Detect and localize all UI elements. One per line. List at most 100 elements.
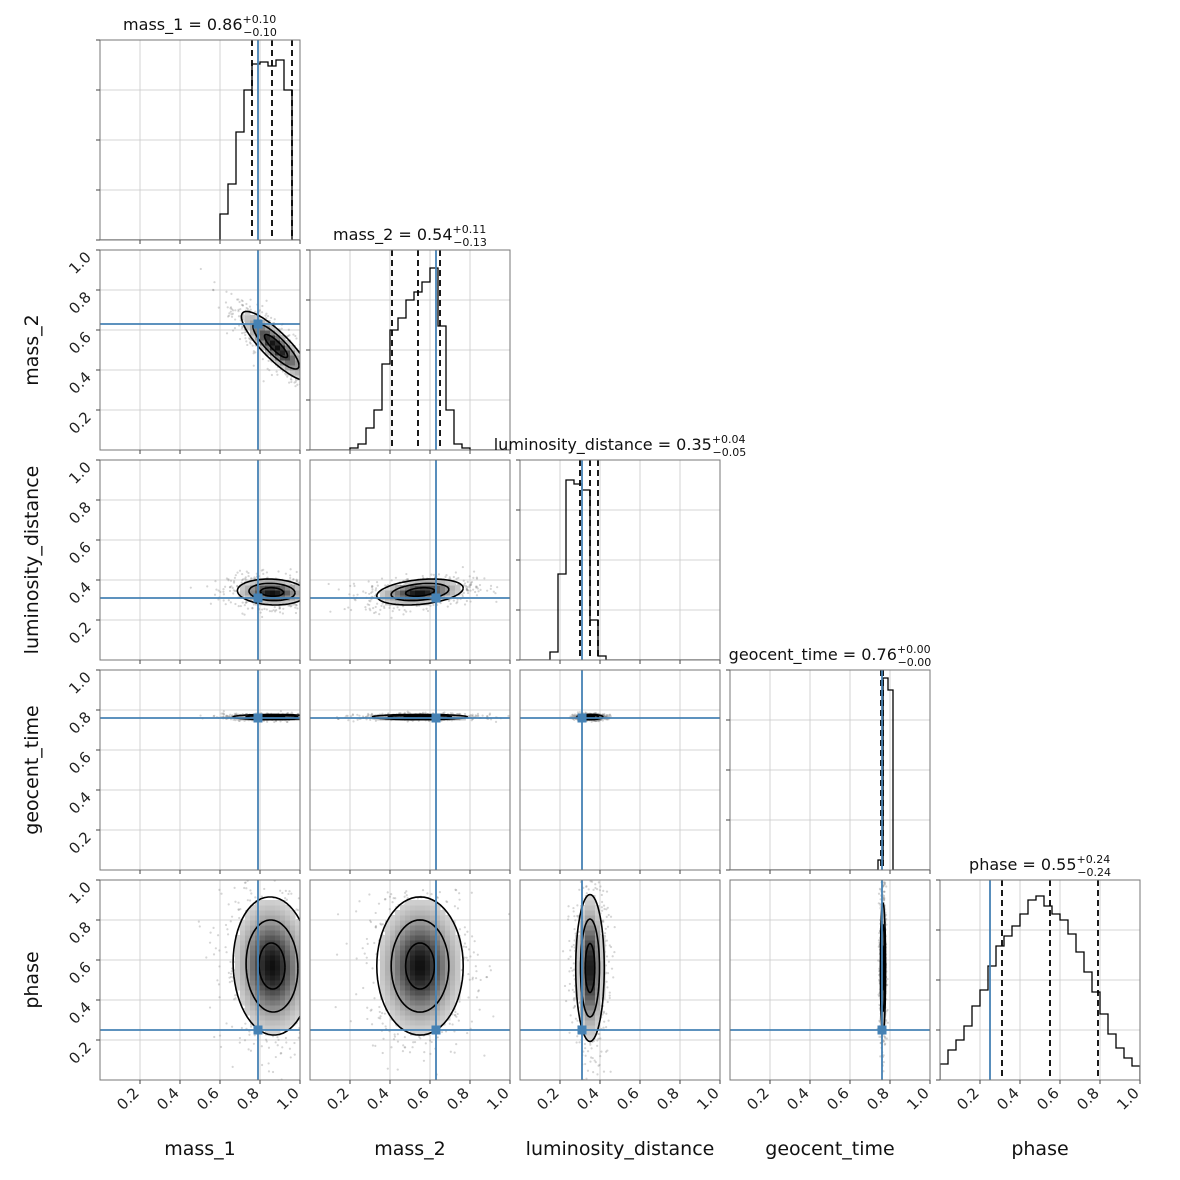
sample-point <box>332 715 334 717</box>
sample-point <box>228 715 231 718</box>
sample-point <box>304 714 306 716</box>
sample-point <box>260 1045 263 1048</box>
sample-point <box>287 328 290 331</box>
sample-point <box>375 587 378 590</box>
sample-point <box>225 714 229 718</box>
sample-point <box>602 713 605 716</box>
density-cell <box>260 580 266 586</box>
sample-point <box>305 714 307 716</box>
sample-point <box>461 595 464 598</box>
density-cell <box>450 585 456 591</box>
sample-point <box>249 298 252 301</box>
sample-point <box>302 718 304 720</box>
sample-point <box>457 576 460 580</box>
sample-point <box>273 318 276 321</box>
panel-content <box>100 670 334 870</box>
sample-point <box>217 306 220 309</box>
sample-point <box>305 930 307 932</box>
sample-point <box>232 718 235 721</box>
density-cell <box>270 600 276 606</box>
sample-point <box>322 957 324 959</box>
density-cell <box>390 585 396 591</box>
density-cell <box>455 590 461 596</box>
sample-point <box>466 591 470 595</box>
sample-point <box>305 581 307 583</box>
density-contour <box>240 310 300 381</box>
sample-point <box>238 300 241 304</box>
sample-point <box>303 716 305 718</box>
sample-point <box>312 376 314 378</box>
sample-point <box>265 299 268 302</box>
sample-point <box>475 594 479 597</box>
sample-point <box>370 585 374 588</box>
sample-point <box>287 892 290 896</box>
sample-point <box>224 603 227 606</box>
density-cell <box>265 335 271 341</box>
sample-point <box>486 589 489 592</box>
sample-point <box>405 610 408 613</box>
sample-point <box>304 717 306 719</box>
density-cell <box>435 590 441 596</box>
sample-point <box>254 310 257 313</box>
density-cell <box>245 590 251 596</box>
sample-point <box>303 379 305 381</box>
density-cell <box>280 340 286 346</box>
panel-content <box>730 670 930 870</box>
sample-point <box>594 719 597 723</box>
panel-content <box>310 670 510 870</box>
density-cell <box>285 585 291 591</box>
sample-point <box>302 716 304 718</box>
sample-point <box>462 591 465 594</box>
density-cell <box>390 600 396 606</box>
sample-point <box>237 308 240 311</box>
density-cell <box>275 580 281 586</box>
sample-point <box>295 604 298 607</box>
density-cell <box>280 350 286 356</box>
sample-point <box>321 391 323 393</box>
sample-point <box>284 572 287 575</box>
sample-point <box>240 303 243 306</box>
sample-point <box>346 714 349 717</box>
sample-point <box>301 715 303 717</box>
sample-point <box>319 585 321 587</box>
sample-point <box>312 586 314 588</box>
sample-point <box>322 590 324 592</box>
sample-point <box>327 602 329 604</box>
density-cell <box>265 350 271 356</box>
sample-point <box>312 391 314 393</box>
sample-point <box>448 576 451 579</box>
sample-point <box>230 292 233 295</box>
panel-content <box>310 250 510 450</box>
sample-point <box>462 579 465 582</box>
sample-point <box>306 714 308 716</box>
sample-point <box>350 608 353 612</box>
sample-point <box>227 599 230 602</box>
sample-point <box>262 568 265 571</box>
sample-point <box>456 600 459 604</box>
sample-point <box>259 611 262 614</box>
sample-point <box>230 915 234 918</box>
sample-point <box>310 359 312 361</box>
sample-point <box>370 713 373 716</box>
sample-point <box>250 578 253 581</box>
sample-point <box>296 383 299 386</box>
density-cell <box>265 345 271 351</box>
density-cell <box>250 315 256 321</box>
sample-point <box>241 332 244 335</box>
sample-point <box>573 714 576 717</box>
sample-point <box>329 610 332 613</box>
sample-point <box>307 717 309 719</box>
density-cell <box>450 580 456 586</box>
title-plus: +0.10 <box>243 13 277 26</box>
sample-point <box>314 604 316 606</box>
sample-point <box>301 587 303 589</box>
sample-point <box>390 579 393 582</box>
sample-point <box>270 316 273 319</box>
sample-point <box>571 713 574 716</box>
panel-content <box>310 460 510 660</box>
density-cell <box>245 325 251 331</box>
panel-geocent_time-vs-luminosity_distance <box>519 669 721 874</box>
sample-point <box>284 889 287 892</box>
sample-point <box>370 591 373 595</box>
sample-point <box>466 585 469 589</box>
